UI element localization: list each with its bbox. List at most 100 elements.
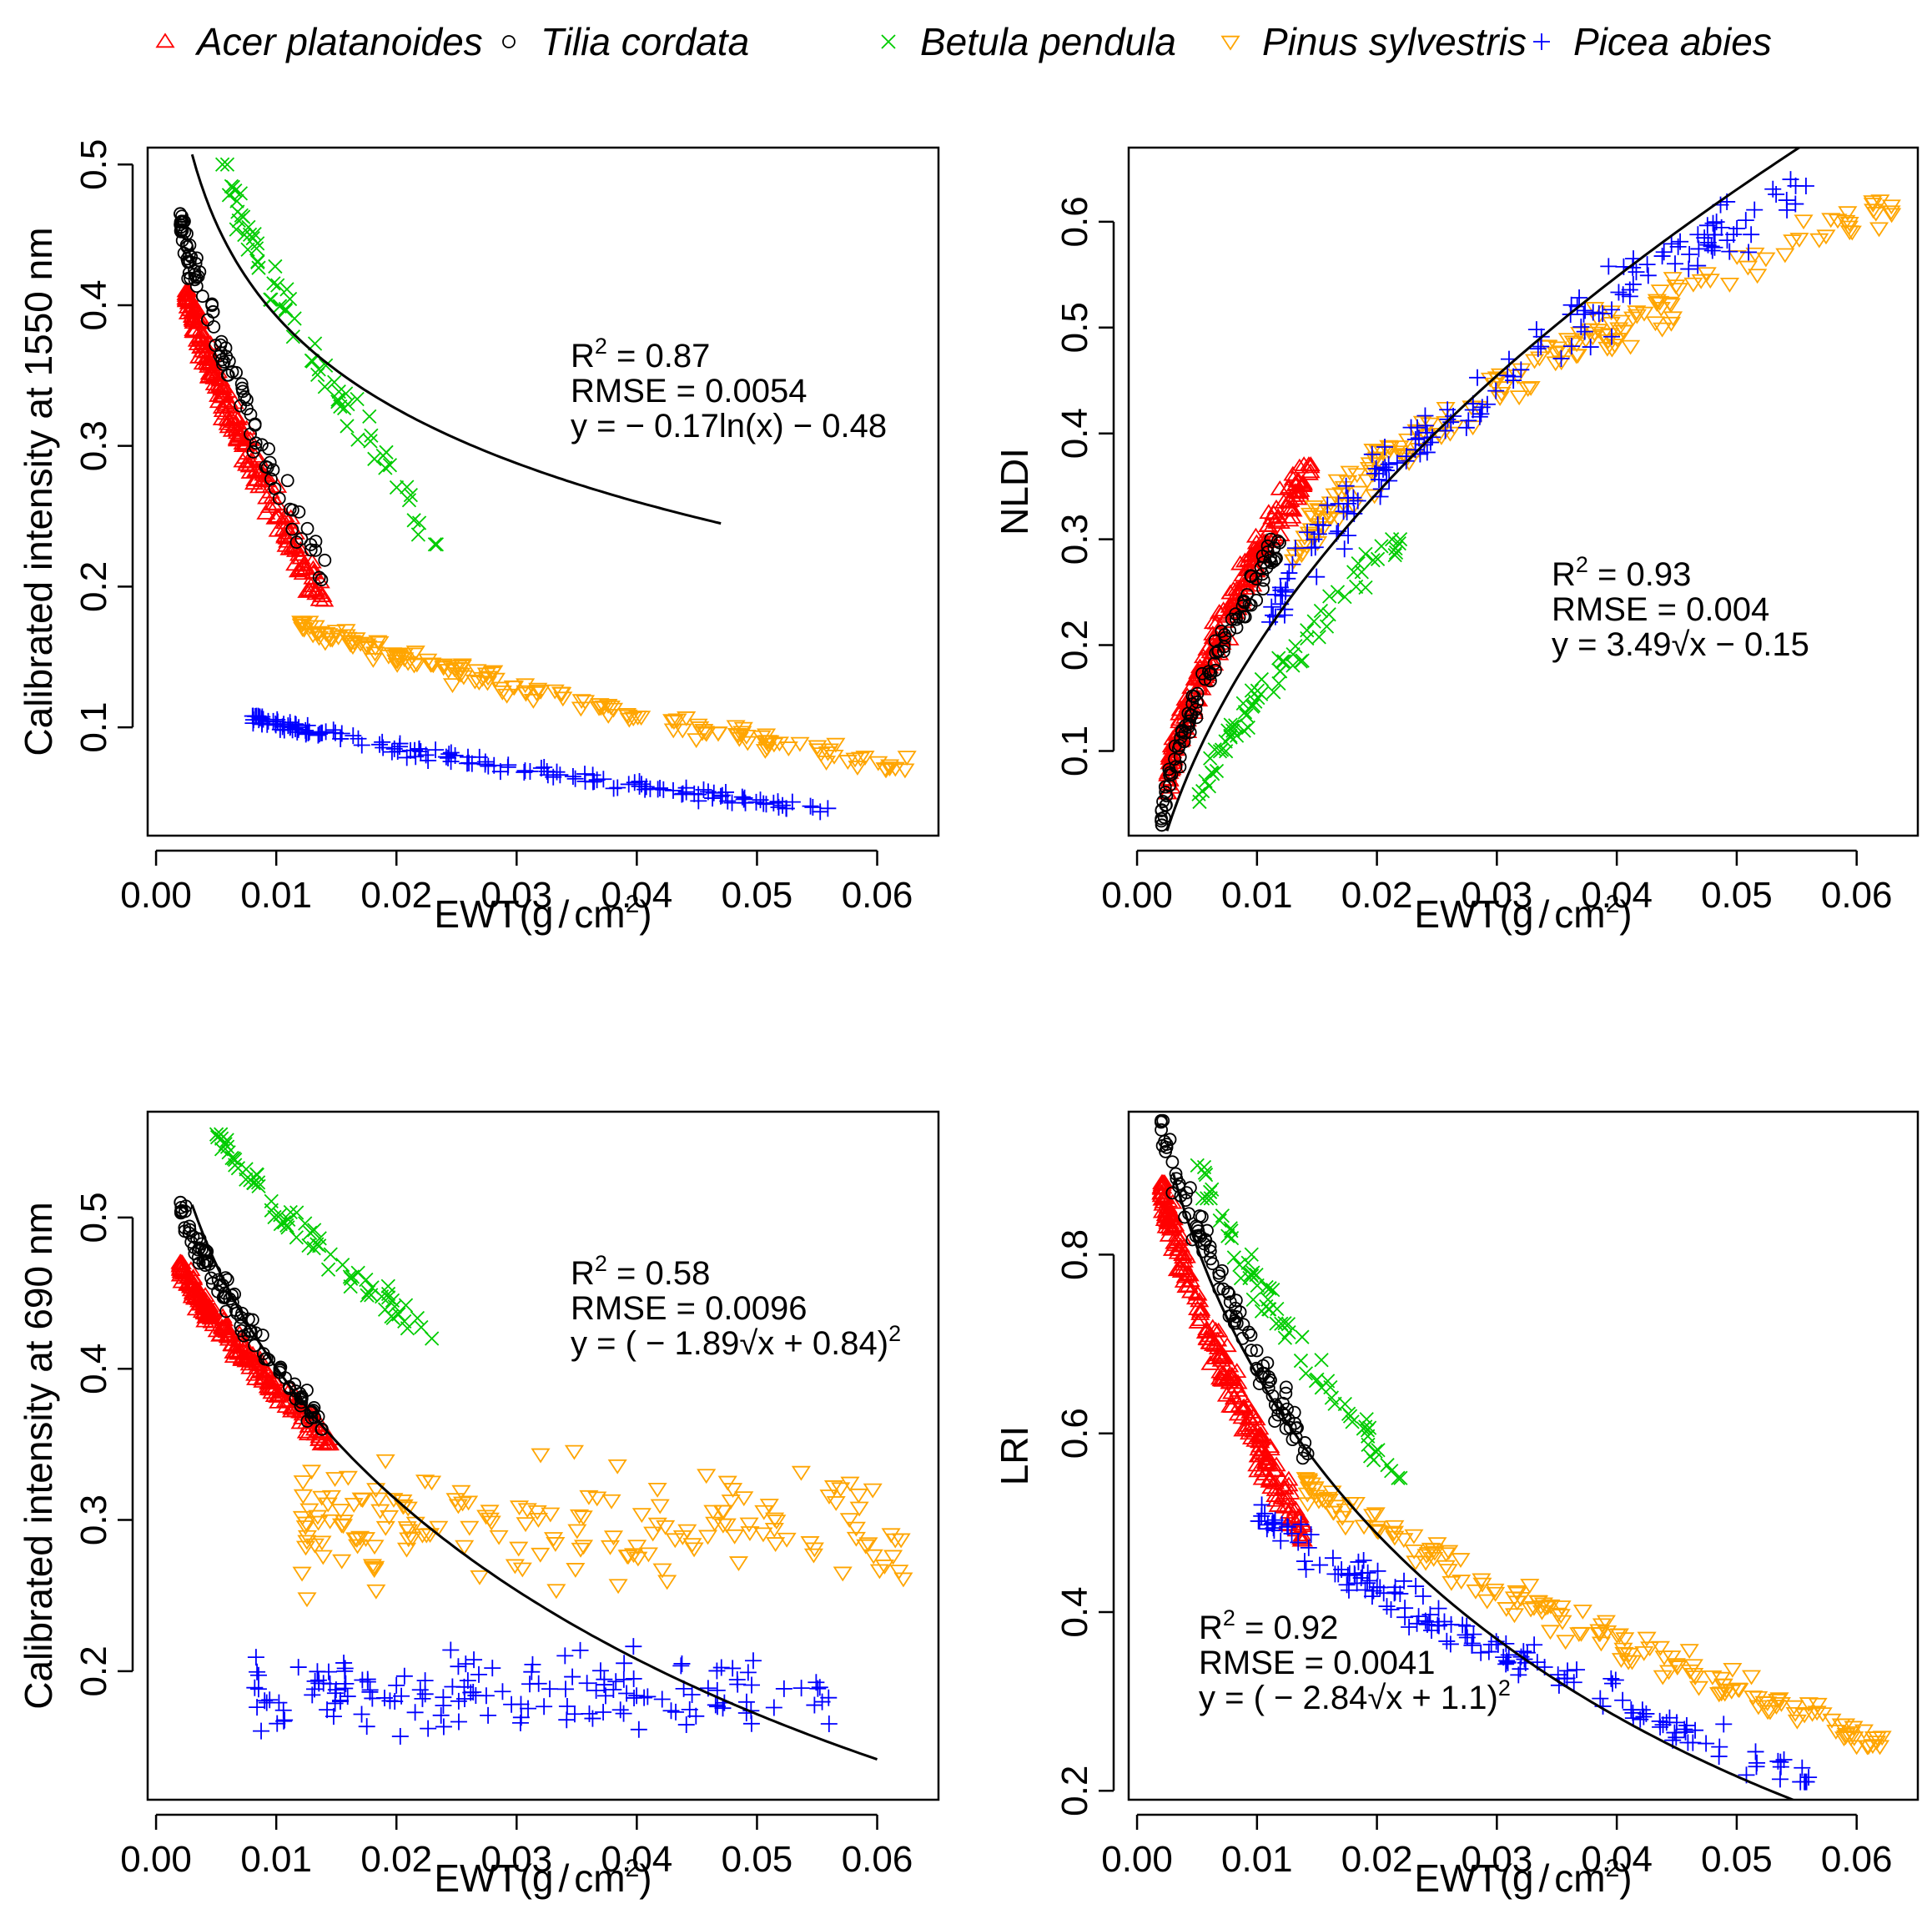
y-tick-label: 0.3 [73,1494,114,1545]
data-point [281,1402,302,1418]
data-point [1621,339,1641,355]
data-point [1661,1709,1678,1726]
data-point [303,560,324,575]
data-point [378,460,393,475]
data-point [1323,1505,1343,1521]
data-point [340,419,355,434]
data-point [219,1139,235,1154]
data-point [1279,570,1296,587]
data-point [1822,1713,1842,1729]
data-point [1200,1354,1220,1370]
data-point [1210,1348,1230,1364]
data-point [492,685,512,701]
data-point [573,1540,594,1555]
data-point [472,671,492,687]
data-point [719,792,737,810]
data-point [1681,246,1698,264]
y-axis: 0.1 0.2 0.3 0.4 0.5 0.6 [1054,196,1115,776]
fit-curve [190,153,722,525]
data-point [1179,692,1200,708]
plot-frame [146,1110,940,1801]
data-point [196,1308,216,1324]
data-point [226,414,246,430]
data-point [309,590,330,606]
data-point [1161,737,1181,753]
data-point [437,748,455,766]
data-point [1306,1489,1326,1505]
data-point [226,421,246,437]
data-point [273,1364,287,1377]
data-point [224,1150,239,1166]
data-point [275,1712,293,1730]
data-point [1421,1542,1441,1558]
data-point [569,1509,590,1525]
data-point [1410,1608,1427,1625]
data-point [1723,1662,1743,1678]
data-point [196,349,216,365]
data-point [858,1537,878,1553]
data-point [333,399,348,414]
data-point [264,1193,279,1208]
data-point [536,1698,553,1716]
data-point [480,1512,500,1528]
data-point [790,736,810,752]
data-point [244,1353,264,1369]
data-point [1337,1396,1352,1412]
data-point [331,1691,349,1709]
data-point [1799,1697,1819,1713]
data-point [407,657,427,673]
data-point [1191,1303,1211,1319]
data-point [336,624,356,640]
data-point [1635,1708,1653,1726]
x-tick-label: 0.01 [1221,875,1293,916]
data-point [1715,1716,1733,1733]
data-point [812,803,829,821]
data-point [1552,1615,1572,1630]
data-point [215,394,236,410]
x-tick-label: 0.02 [1341,875,1413,916]
data-point [1655,244,1673,261]
data-point [1696,229,1713,247]
data-point [733,788,751,806]
y-tick-label: 0.6 [1054,1408,1095,1459]
data-point [1307,536,1328,551]
data-point [440,749,457,766]
data-point [246,445,260,459]
data-point [1250,593,1264,607]
data-point [707,1696,724,1714]
data-point [1382,1600,1400,1618]
data-point [1690,240,1708,258]
data-point [398,1501,418,1517]
data-point [739,1664,757,1681]
data-point [723,794,741,811]
data-point [289,545,309,561]
data-point [639,1688,657,1705]
data-point [863,1549,883,1565]
x-tick-label: 0.05 [722,875,793,916]
data-point [1408,1615,1426,1632]
data-point [386,649,406,665]
data-point [491,763,509,781]
data-point [353,1493,373,1509]
data-point [389,480,405,495]
data-point [350,391,365,407]
data-point [1204,674,1217,688]
data-point [1652,1718,1669,1736]
data-point [1546,356,1566,372]
y-axis-title: Calibrated intensity at 690 nm [17,1202,60,1710]
data-point [1226,1250,1241,1265]
legend-marker [155,33,175,48]
data-point [1280,1511,1300,1527]
x-tick-label: 0.00 [120,1839,192,1880]
data-point [1713,219,1730,236]
data-point [1404,1544,1424,1560]
data-point [1393,1470,1408,1485]
data-point [486,672,506,688]
data-point [1624,275,1642,293]
rmse-label: RMSE = 0.0041 [1199,1645,1436,1681]
data-point [320,632,340,648]
data-point [1311,630,1326,645]
chart-panel: 0.00 0.01 0.02 0.03 0.04 0.05 0.06 0.2 0.4 0.6 0.8… [993,1110,1919,1900]
